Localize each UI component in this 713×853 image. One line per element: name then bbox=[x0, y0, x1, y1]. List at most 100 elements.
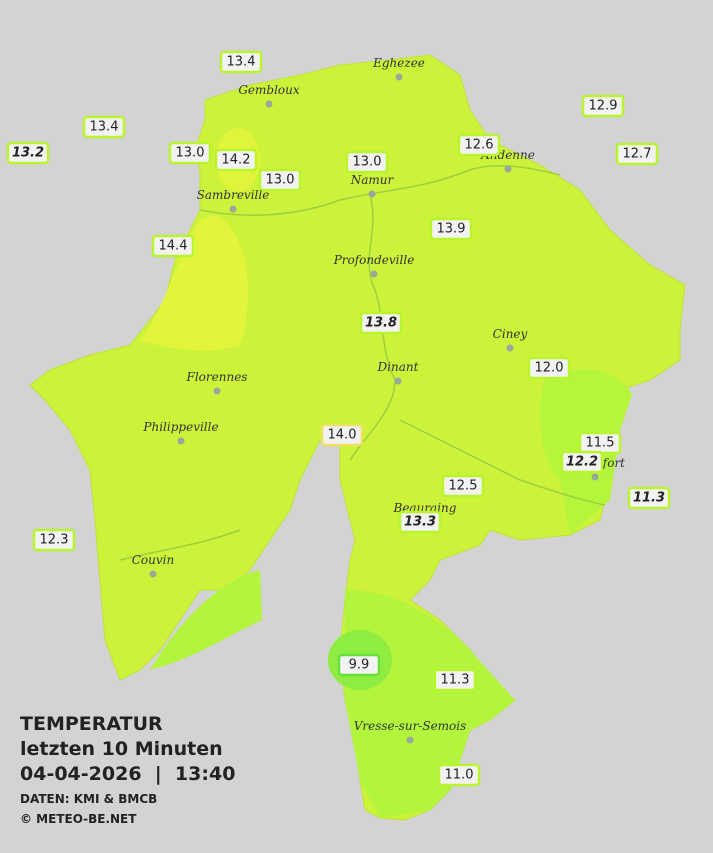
station-value: 12.7 bbox=[623, 147, 652, 162]
station-box bbox=[581, 94, 625, 118]
station-box bbox=[527, 356, 571, 380]
cool-zone bbox=[345, 590, 515, 818]
timestamp: 04-04-2026 | 13:40 bbox=[20, 763, 235, 785]
city-dot bbox=[229, 205, 237, 213]
station: 12.6 bbox=[457, 133, 501, 157]
station: 14.2 bbox=[214, 148, 258, 172]
station-value: 11.0 bbox=[445, 768, 474, 783]
station: 12.2 bbox=[560, 450, 604, 474]
station-box bbox=[32, 528, 76, 552]
station-box bbox=[429, 217, 473, 241]
station-value: 14.2 bbox=[222, 153, 251, 168]
station-box bbox=[433, 668, 477, 692]
station-value: 12.3 bbox=[40, 533, 69, 548]
station: 11.5 bbox=[578, 431, 622, 455]
city-label: Eghezee bbox=[372, 56, 425, 70]
station: 12.5 bbox=[441, 474, 485, 498]
station-box bbox=[151, 234, 195, 258]
city-dot bbox=[506, 344, 514, 352]
station-box bbox=[337, 653, 381, 677]
station-box bbox=[437, 763, 481, 787]
station: 14.4 bbox=[151, 234, 195, 258]
station-box bbox=[82, 115, 126, 139]
station-box bbox=[398, 510, 442, 534]
station: 12.0 bbox=[527, 356, 571, 380]
station: 9.9 bbox=[337, 653, 381, 677]
station: 13.0 bbox=[258, 168, 302, 192]
station: 13.3 bbox=[398, 510, 442, 534]
station: 13.2 bbox=[6, 141, 50, 165]
station-value: 13.0 bbox=[176, 146, 205, 161]
station: 12.7 bbox=[615, 142, 659, 166]
station-box bbox=[345, 150, 389, 174]
copyright: © METEO-BE.NET bbox=[20, 812, 137, 826]
city-label: Sambreville bbox=[197, 188, 270, 202]
station: 11.0 bbox=[437, 763, 481, 787]
city-label: Florennes bbox=[186, 370, 248, 384]
station: 13.4 bbox=[82, 115, 126, 139]
city-dot bbox=[177, 437, 185, 445]
station-value: 14.0 bbox=[328, 428, 357, 443]
station: 13.9 bbox=[429, 217, 473, 241]
city-label: Profondeville bbox=[333, 253, 415, 267]
subtitle: letzten 10 Minuten bbox=[20, 738, 223, 760]
station-box bbox=[359, 311, 403, 335]
station-value: 13.0 bbox=[266, 173, 295, 188]
station-value: 13.8 bbox=[365, 316, 397, 331]
station-value: 13.4 bbox=[90, 120, 119, 135]
station-value: 11.3 bbox=[633, 491, 665, 506]
station-value: 9.9 bbox=[349, 658, 370, 673]
station-value: 12.2 bbox=[566, 455, 598, 470]
cool-zone bbox=[150, 570, 262, 670]
station-box bbox=[457, 133, 501, 157]
station-box bbox=[6, 141, 50, 165]
station-box bbox=[615, 142, 659, 166]
city-label: Ciney bbox=[493, 327, 528, 341]
city-label: Couvin bbox=[132, 553, 174, 567]
station-box bbox=[214, 148, 258, 172]
station: 12.3 bbox=[32, 528, 76, 552]
city-dot bbox=[368, 190, 376, 198]
station-value: 13.3 bbox=[404, 515, 436, 530]
city-dot bbox=[394, 377, 402, 385]
station: 14.0 bbox=[320, 423, 364, 447]
station-value: 13.9 bbox=[437, 222, 466, 237]
city-dot bbox=[591, 473, 599, 481]
city-dot bbox=[265, 100, 273, 108]
station-value: 11.5 bbox=[586, 436, 615, 451]
station: 13.0 bbox=[345, 150, 389, 174]
station-value: 12.6 bbox=[465, 138, 494, 153]
station-value: 11.3 bbox=[441, 673, 470, 688]
station-value: 12.5 bbox=[449, 479, 478, 494]
city-label: Namur bbox=[350, 173, 395, 187]
station: 13.8 bbox=[359, 311, 403, 335]
city-dot bbox=[504, 165, 512, 173]
city-label: Vresse-sur-Semois bbox=[354, 719, 467, 733]
station-value: 13.4 bbox=[227, 55, 256, 70]
station-box bbox=[560, 450, 604, 474]
station-box bbox=[258, 168, 302, 192]
station: 11.3 bbox=[627, 486, 671, 510]
source: DATEN: KMI & BMCB bbox=[20, 792, 157, 806]
station-box bbox=[219, 50, 263, 74]
title: TEMPERATUR bbox=[20, 713, 163, 735]
station-box bbox=[441, 474, 485, 498]
warm-zone bbox=[140, 215, 248, 351]
station: 13.0 bbox=[168, 141, 212, 165]
city-dot bbox=[213, 387, 221, 395]
city-label: Philippeville bbox=[142, 420, 218, 434]
station-value: 14.4 bbox=[159, 239, 188, 254]
station-value: 12.0 bbox=[535, 361, 564, 376]
station-value: 12.9 bbox=[589, 99, 618, 114]
city-dot bbox=[149, 570, 157, 578]
city-label: Gembloux bbox=[238, 83, 300, 97]
station-box bbox=[320, 423, 364, 447]
station-value: 13.2 bbox=[12, 146, 44, 161]
city-dot bbox=[370, 270, 378, 278]
city-dot bbox=[406, 736, 414, 744]
station: 11.3 bbox=[433, 668, 477, 692]
station-box bbox=[168, 141, 212, 165]
city-dot bbox=[395, 73, 403, 81]
station-value: 13.0 bbox=[353, 155, 382, 170]
